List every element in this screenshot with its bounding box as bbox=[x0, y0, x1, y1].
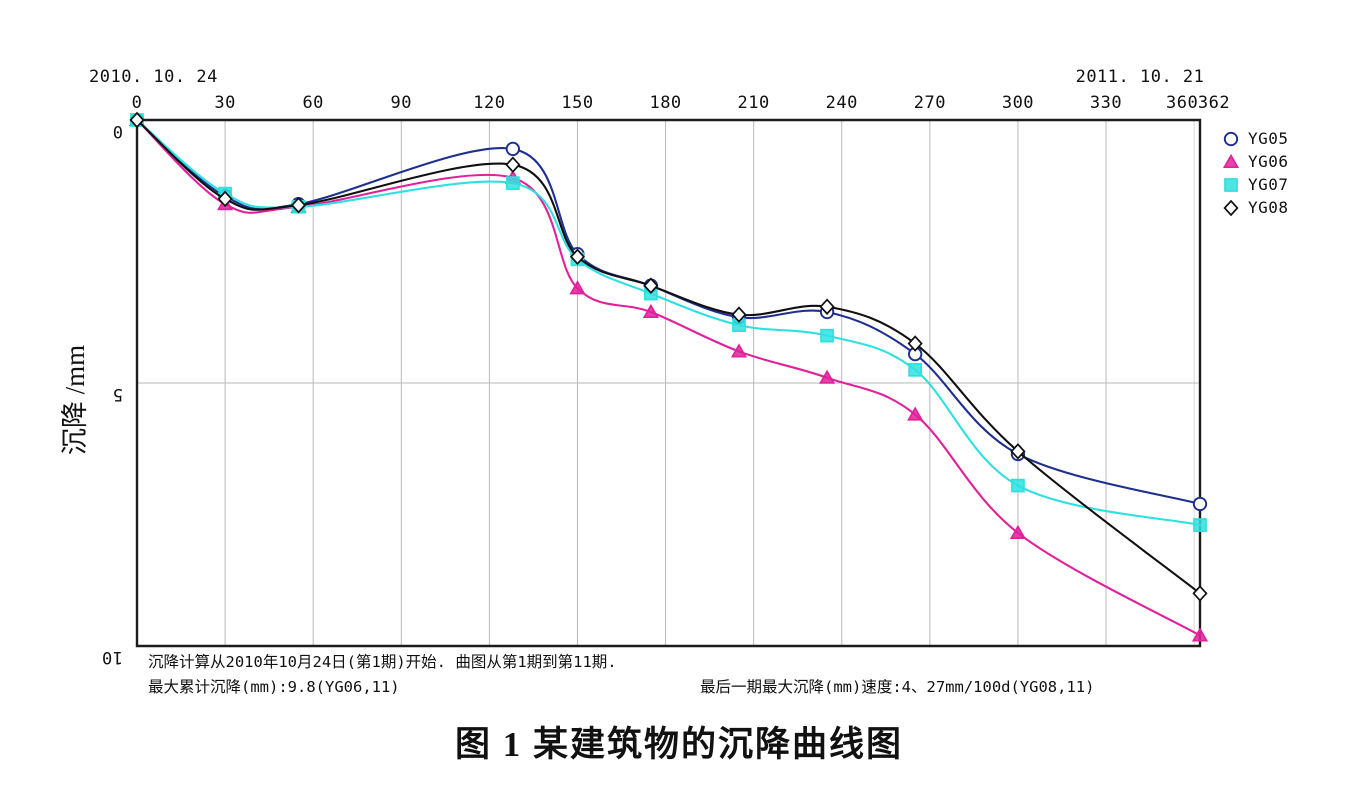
marker-circle bbox=[1223, 131, 1239, 147]
x-tick-label-90: 90 bbox=[391, 93, 412, 113]
chart-area: 0 30 60 90 120 150 180 210 240 270 300 330 360 362 0 5 1… bbox=[60, 67, 1289, 696]
marker-square bbox=[1193, 518, 1207, 532]
marker-diamond bbox=[290, 196, 307, 214]
note-line-1: 沉降计算从2010年10月24日(第1期)开始. 曲图从第1期到第11期. bbox=[148, 652, 617, 671]
marker-square bbox=[506, 176, 520, 190]
start-date-label: 2010. 10. 24 bbox=[89, 67, 218, 87]
marker-square bbox=[1011, 478, 1025, 493]
legend-label-YG08: YG08 bbox=[1248, 198, 1289, 217]
note-line-2: 最大累计沉降(mm):9.8(YG06,11) bbox=[148, 678, 400, 696]
legend-label-YG05: YG05 bbox=[1248, 129, 1289, 148]
series-line-YG05 bbox=[135, 118, 1202, 506]
marker-diamond bbox=[505, 156, 521, 173]
marker-triangle bbox=[819, 369, 836, 384]
legend: YG05 YG06 YG07 YG08 bbox=[1222, 129, 1289, 217]
x-tick-label-180: 180 bbox=[649, 93, 681, 113]
x-tick-label-330: 330 bbox=[1090, 93, 1122, 113]
marker-circle bbox=[505, 141, 521, 157]
marker-triangle bbox=[569, 280, 586, 295]
marker-diamond bbox=[129, 111, 145, 129]
marker-triangle bbox=[730, 343, 748, 358]
x-tick-label-362: 362 bbox=[1198, 93, 1230, 113]
end-date-label: 2011. 10. 21 bbox=[1076, 67, 1205, 87]
figure-caption: 图 1 某建筑物的沉降曲线图 bbox=[454, 725, 903, 764]
x-tick-label-30: 30 bbox=[214, 93, 235, 113]
x-tick-label-360: 360 bbox=[1166, 93, 1198, 113]
marker-diamond bbox=[217, 190, 233, 208]
marker-triangle bbox=[1222, 153, 1240, 169]
x-tick-label-210: 210 bbox=[738, 93, 770, 113]
settlement-chart: 0 30 60 90 120 150 180 210 240 270 300 330 360 362 0 5 1… bbox=[60, 67, 1289, 696]
x-tick-label-60: 60 bbox=[302, 93, 323, 113]
y-tick-label-5: 5 bbox=[112, 384, 123, 404]
marker-square bbox=[820, 328, 834, 343]
marker-diamond bbox=[819, 298, 835, 315]
marker-diamond bbox=[643, 277, 659, 294]
x-tick-label-300: 300 bbox=[1002, 93, 1034, 113]
series-YG05[interactable] bbox=[129, 112, 1208, 512]
marker-triangle bbox=[907, 406, 924, 421]
marker-triangle bbox=[642, 303, 659, 319]
x-tick-label-240: 240 bbox=[826, 93, 858, 113]
marker-circle bbox=[1192, 496, 1208, 512]
marker-square bbox=[908, 363, 923, 377]
marker-diamond bbox=[1010, 443, 1026, 460]
marker-diamond bbox=[731, 306, 747, 323]
x-tick-label-120: 120 bbox=[473, 93, 505, 113]
y-tick-label-10: 10 bbox=[102, 647, 123, 667]
y-tick-label-0: 0 bbox=[112, 121, 123, 141]
series-line-YG08 bbox=[135, 118, 1202, 595]
marker-triangle bbox=[1191, 627, 1209, 642]
marker-triangle bbox=[1009, 524, 1027, 539]
marker-diamond bbox=[907, 335, 923, 352]
x-tick-label-270: 270 bbox=[914, 93, 946, 113]
x-tick-label-0: 0 bbox=[132, 93, 143, 113]
marker-square bbox=[1224, 178, 1238, 192]
plot-frame bbox=[135, 118, 1202, 648]
marker-diamond bbox=[1192, 585, 1208, 602]
y-axis-title: 沉降 /mm bbox=[60, 345, 90, 455]
marker-diamond bbox=[569, 248, 586, 266]
legend-label-YG06: YG06 bbox=[1248, 152, 1289, 171]
x-tick-label-150: 150 bbox=[561, 93, 593, 113]
series-YG08[interactable] bbox=[129, 111, 1208, 602]
series-YG07[interactable] bbox=[130, 113, 1207, 532]
series-YG06[interactable] bbox=[128, 111, 1209, 642]
legend-label-YG07: YG07 bbox=[1248, 175, 1289, 194]
note-line-3: 最后一期最大沉降(mm)速度:4、27mm/100d(YG08,11) bbox=[700, 678, 1094, 696]
marker-diamond bbox=[1223, 199, 1239, 217]
